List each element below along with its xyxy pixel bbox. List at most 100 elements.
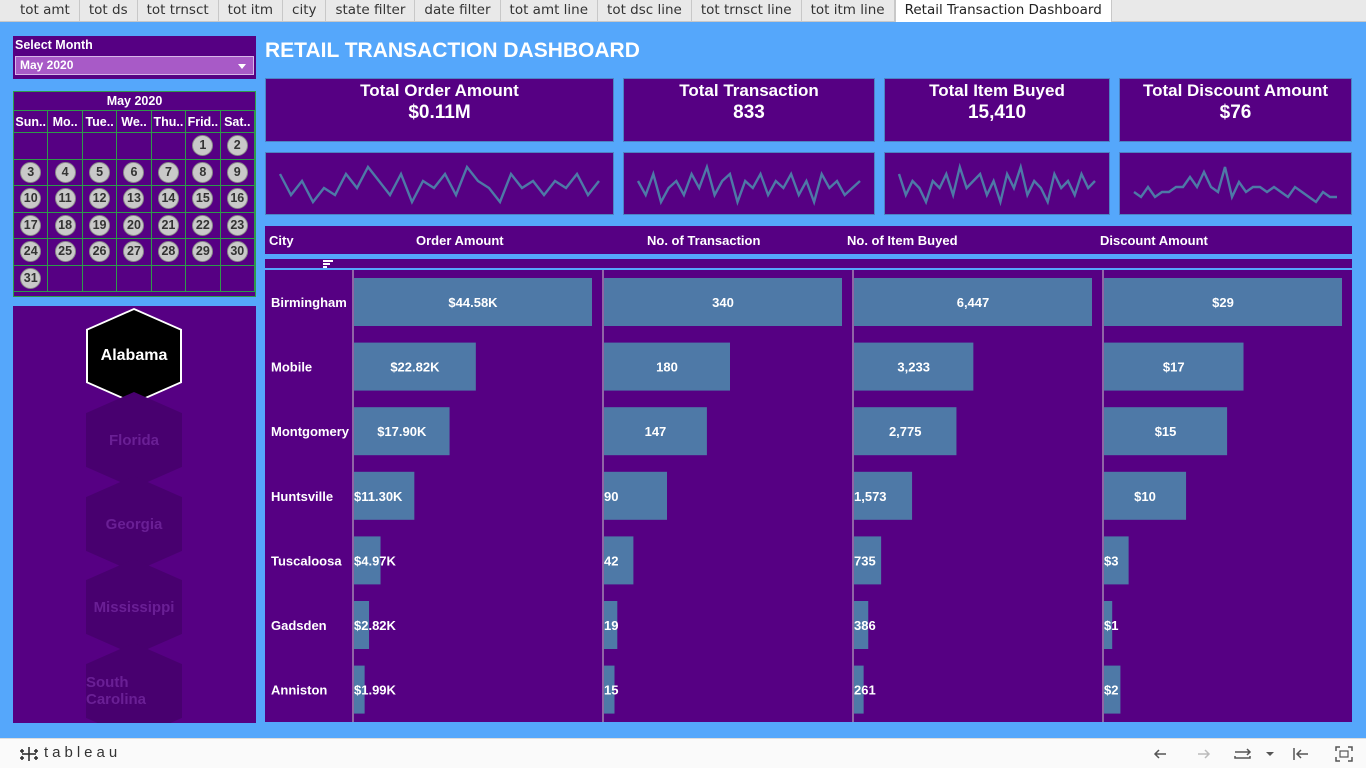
state-mississippi[interactable]: Mississippi xyxy=(86,559,182,655)
month-dropdown[interactable]: May 2020 xyxy=(15,56,254,75)
fullscreen-icon[interactable] xyxy=(1335,746,1353,762)
bar[interactable] xyxy=(1104,342,1244,391)
revert-icon[interactable] xyxy=(1233,747,1255,761)
undo-icon[interactable] xyxy=(1152,747,1168,761)
month-filter-label: Select Month xyxy=(15,38,93,52)
bar[interactable] xyxy=(1104,278,1342,326)
bar[interactable] xyxy=(604,342,730,391)
bar[interactable] xyxy=(354,471,415,520)
calendar-day[interactable]: 26 xyxy=(89,241,111,263)
bar[interactable] xyxy=(354,665,365,714)
bar[interactable] xyxy=(854,665,864,714)
bar[interactable] xyxy=(854,407,957,456)
calendar-day[interactable]: 21 xyxy=(157,214,179,236)
bar[interactable] xyxy=(354,601,370,649)
bar-value-label: 180 xyxy=(656,360,678,375)
calendar-day[interactable]: 4 xyxy=(54,161,76,183)
reset-icon[interactable] xyxy=(1292,747,1310,761)
calendar-day[interactable]: 24 xyxy=(20,241,42,263)
tab-tot-amt[interactable]: tot amt xyxy=(0,0,80,22)
calendar-day[interactable]: 9 xyxy=(226,161,248,183)
calendar-day[interactable]: 8 xyxy=(192,161,214,183)
calendar-day[interactable]: 11 xyxy=(54,188,76,210)
bar[interactable] xyxy=(854,536,882,585)
state-south-carolina[interactable]: South Carolina xyxy=(86,643,182,723)
calendar-day[interactable]: 27 xyxy=(123,241,145,263)
chevron-down-icon xyxy=(238,64,246,69)
bar[interactable] xyxy=(1104,536,1129,585)
bar[interactable] xyxy=(1104,665,1121,714)
tab-tot-dsc-line[interactable]: tot dsc line xyxy=(598,0,692,22)
dashboard: Select Month May 2020 May 2020 Sun.. Mo..… xyxy=(0,22,1366,738)
bar[interactable] xyxy=(854,471,913,520)
bar[interactable] xyxy=(854,601,869,649)
calendar-grid: Sun.. Mo.. Tue.. We.. Thu.. Frid.. Sat.. 1 2 3 4 5 6… xyxy=(14,111,255,292)
bar[interactable] xyxy=(604,536,634,585)
calendar-day[interactable]: 5 xyxy=(89,161,111,183)
bar[interactable] xyxy=(354,342,476,391)
tab-city[interactable]: city xyxy=(283,0,327,22)
state-alabama[interactable]: Alabama xyxy=(88,310,180,402)
redo-icon[interactable] xyxy=(1196,747,1212,761)
calendar-day[interactable]: 15 xyxy=(192,188,214,210)
bar[interactable] xyxy=(854,342,974,391)
calendar-cell: 8 xyxy=(186,159,221,186)
calendar-day[interactable]: 10 xyxy=(20,188,42,210)
bar[interactable] xyxy=(1104,471,1187,520)
calendar-day[interactable]: 12 xyxy=(89,188,111,210)
bar[interactable] xyxy=(604,278,842,326)
calendar-day[interactable]: 6 xyxy=(123,161,145,183)
bar[interactable] xyxy=(854,278,1092,326)
calendar-cell: 3 xyxy=(14,159,49,186)
tab-tot-trnsct[interactable]: tot trnsct xyxy=(138,0,219,22)
kpi-total-item-buyed: Total Item Buyed 15,410 xyxy=(884,78,1110,142)
calendar-day[interactable]: 3 xyxy=(20,161,42,183)
calendar-cell: 19 xyxy=(82,212,118,239)
calendar-cell xyxy=(117,265,152,292)
calendar-cell: 13 xyxy=(117,186,152,213)
calendar-day[interactable]: 20 xyxy=(123,214,145,236)
bar-value-label: $4.97K xyxy=(354,553,397,568)
calendar-cell: 23 xyxy=(220,212,255,239)
tab-date-filter[interactable]: date filter xyxy=(415,0,501,22)
bar[interactable] xyxy=(604,471,667,520)
tab-tot-ds[interactable]: tot ds xyxy=(80,0,138,22)
bar[interactable] xyxy=(1104,407,1228,456)
state-florida[interactable]: Florida xyxy=(86,392,182,488)
calendar-day[interactable]: 31 xyxy=(20,267,42,289)
tab-tot-itm[interactable]: tot itm xyxy=(219,0,284,22)
calendar-day[interactable]: 19 xyxy=(89,214,111,236)
calendar-day[interactable]: 17 xyxy=(20,214,42,236)
tableau-logo-icon xyxy=(20,747,38,761)
tab-tot-trnsct-line[interactable]: tot trnsct line xyxy=(692,0,802,22)
calendar-day[interactable]: 14 xyxy=(157,188,179,210)
calendar-day[interactable]: 7 xyxy=(157,161,179,183)
bar[interactable] xyxy=(354,407,450,456)
calendar-day[interactable]: 18 xyxy=(54,214,76,236)
bar-value-label: $44.58K xyxy=(448,295,498,310)
calendar-day[interactable]: 28 xyxy=(157,241,179,263)
calendar-day[interactable]: 29 xyxy=(192,241,214,263)
calendar-day[interactable]: 22 xyxy=(192,214,214,236)
calendar-cell xyxy=(82,265,118,292)
tab-tot-itm-line[interactable]: tot itm line xyxy=(802,0,895,22)
bar[interactable] xyxy=(1104,601,1113,649)
chevron-down-icon[interactable] xyxy=(1265,747,1275,761)
tab-retail-transaction-dashboard[interactable]: Retail Transaction Dashboard xyxy=(894,0,1112,22)
bar[interactable] xyxy=(604,665,615,714)
bar[interactable] xyxy=(604,601,618,649)
bar[interactable] xyxy=(354,278,592,326)
calendar-day[interactable]: 16 xyxy=(226,188,248,210)
tab-state-filter[interactable]: state filter xyxy=(326,0,416,22)
calendar-day[interactable]: 25 xyxy=(54,241,76,263)
state-georgia[interactable]: Georgia xyxy=(86,476,182,572)
bar[interactable] xyxy=(354,536,381,585)
calendar-day[interactable]: 13 xyxy=(123,188,145,210)
sort-icon[interactable] xyxy=(321,259,341,268)
calendar-day[interactable]: 2 xyxy=(226,135,248,157)
tab-tot-amt-line[interactable]: tot amt line xyxy=(501,0,599,22)
bar[interactable] xyxy=(604,407,707,456)
calendar-day[interactable]: 30 xyxy=(226,241,248,263)
calendar-day[interactable]: 1 xyxy=(192,135,214,157)
calendar-day[interactable]: 23 xyxy=(226,214,248,236)
